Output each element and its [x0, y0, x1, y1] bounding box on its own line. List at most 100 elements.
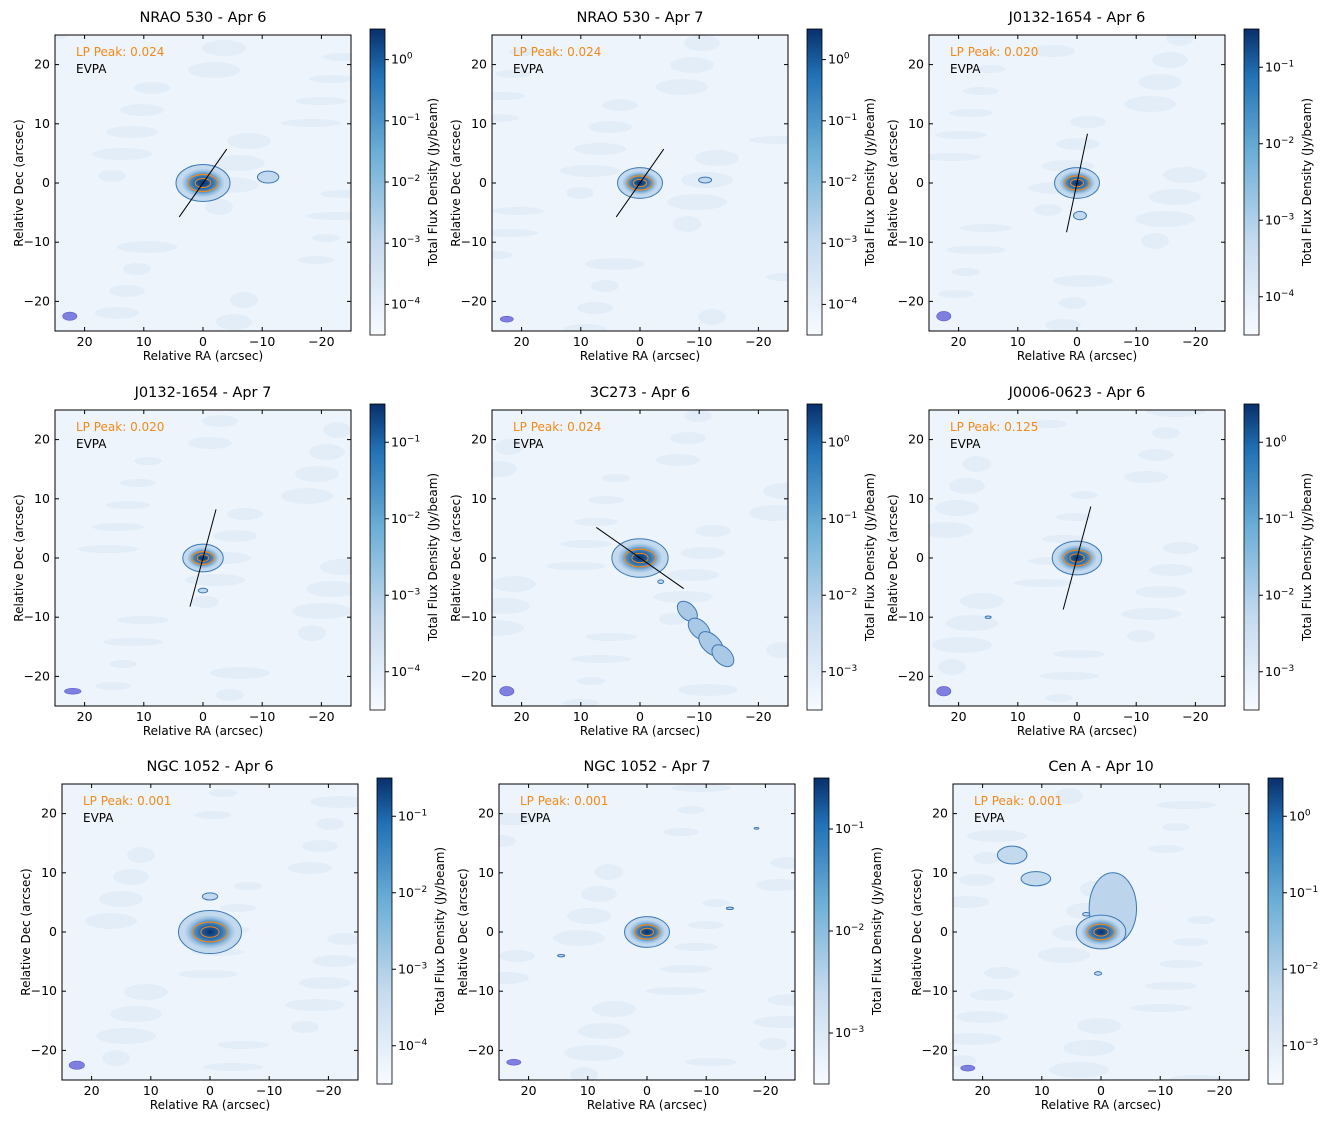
noise-patch	[216, 689, 244, 701]
colorbar-tick-label: 10−2	[1265, 587, 1294, 602]
plot-area	[55, 35, 351, 330]
y-tick-label: 20	[41, 806, 57, 821]
x-tick-label: 10	[573, 709, 589, 724]
colorbar-tick-label: 100	[828, 434, 850, 449]
noise-patch	[209, 789, 237, 797]
noise-patch	[932, 637, 992, 653]
colorbar-tick-label: 10−1	[828, 511, 857, 526]
beam-ellipse	[68, 1060, 85, 1070]
noise-patch	[673, 216, 701, 232]
noise-patch	[1149, 189, 1201, 205]
noise-patch	[288, 862, 332, 874]
noise-patch	[602, 99, 638, 111]
y-tick-label: 20	[471, 432, 487, 447]
noise-patch	[953, 896, 989, 908]
chart-panel: 3C273 - Apr 6 LP Peak: 0.024 EVPA 20 10 0 −10−…	[437, 375, 877, 747]
noise-patch	[1063, 1040, 1115, 1056]
x-tick-label: 20	[514, 709, 530, 724]
colorbar-tick-label: 10−1	[391, 113, 420, 128]
noise-patch	[684, 35, 720, 51]
y-axis-label: Relative Dec (arcsec)	[456, 868, 470, 995]
noise-patch	[1187, 916, 1215, 924]
chart-svg: J0006-0623 - Apr 6 LP Peak: 0.125 EVPA 20 10…	[886, 385, 1314, 738]
noise-patch	[227, 508, 263, 520]
noise-patch	[984, 967, 1020, 979]
noise-patch	[960, 593, 1004, 609]
noise-patch	[191, 596, 219, 608]
noise-patch	[674, 943, 718, 951]
noise-patch	[106, 126, 158, 138]
noise-patch	[92, 523, 144, 531]
noise-patch	[1039, 672, 1099, 680]
chart-panel: J0006-0623 - Apr 6 LP Peak: 0.125 EVPA 20 10…	[874, 375, 1314, 747]
noise-patch	[499, 972, 529, 984]
x-tick-label: 10	[1010, 334, 1026, 349]
source-core	[1081, 918, 1121, 946]
noise-patch	[929, 153, 981, 161]
noise-patch	[702, 899, 730, 907]
y-tick-label: 20	[478, 806, 494, 821]
noise-patch	[1053, 275, 1113, 287]
noise-patch	[659, 613, 687, 625]
noise-patch	[656, 79, 708, 95]
noise-patch	[103, 638, 163, 646]
lp-peak-label: LP Peak: 0.020	[950, 45, 1038, 59]
noise-patch	[684, 410, 712, 422]
noise-patch	[78, 545, 138, 553]
noise-patch	[492, 207, 544, 215]
secondary-source	[1020, 871, 1052, 887]
chart-panel: J0132-1654 - Apr 6 LP Peak: 0.020 EVPA 20 10…	[874, 0, 1314, 372]
noise-patch	[938, 290, 974, 298]
lp-peak-label: LP Peak: 0.024	[76, 45, 164, 59]
x-tick-label: −20	[745, 334, 771, 349]
colorbar-tick-label: 10−3	[398, 961, 427, 976]
y-tick-label: −20	[31, 1042, 57, 1057]
x-tick-label: −20	[315, 1083, 341, 1098]
noise-patch	[1149, 564, 1193, 576]
polarization-contour	[191, 921, 229, 943]
y-tick-label: −10	[461, 234, 487, 249]
noise-patch	[492, 620, 524, 636]
x-tick-label: −10	[249, 334, 275, 349]
noise-patch	[656, 454, 700, 466]
noise-patch	[188, 437, 232, 449]
noise-patch	[1138, 449, 1174, 461]
chart-title: J0006-0623 - Apr 6	[1008, 385, 1146, 401]
noise-patch	[499, 813, 542, 825]
secondary-source	[197, 587, 209, 594]
noise-patch	[299, 977, 351, 989]
noise-patch	[1121, 608, 1181, 620]
noise-patch	[281, 119, 341, 127]
colorbar	[1267, 777, 1284, 1085]
noise-patch	[1173, 938, 1209, 946]
chart-panel: NRAO 530 - Apr 6 LP Peak: 0.024 EVPA 20 10 0−…	[0, 0, 440, 372]
noise-patch	[316, 818, 344, 830]
colorbar-tick-label: 10−2	[1265, 136, 1294, 151]
colorbar	[806, 403, 823, 711]
x-tick-label: 0	[199, 334, 207, 349]
y-axis-label: Relative Dec (arcsec)	[886, 494, 900, 621]
secondary-source	[1082, 911, 1091, 917]
colorbar-label: Total Flux Density (Jy/beam)	[426, 98, 440, 267]
noise-patch	[566, 187, 594, 199]
noise-patch	[759, 1038, 787, 1050]
noise-patch	[949, 478, 985, 494]
evpa-label: EVPA	[83, 811, 114, 825]
colorbar-tick-label: 10−2	[828, 587, 857, 602]
source-core	[185, 915, 235, 949]
x-tick-label: −20	[745, 709, 771, 724]
noise-patch	[117, 616, 169, 624]
noise-patch	[1070, 491, 1098, 499]
colorbar	[1243, 403, 1260, 711]
evpa-label: EVPA	[974, 811, 1005, 825]
plot-area	[492, 410, 788, 706]
colorbar	[369, 28, 386, 336]
y-axis-label: Relative Dec (arcsec)	[449, 119, 463, 246]
noise-patch	[670, 432, 706, 444]
noise-patch	[688, 921, 724, 929]
evpa-label: EVPA	[76, 437, 107, 451]
lp-peak-label: LP Peak: 0.024	[513, 420, 601, 434]
y-axis-label: Relative Dec (arcsec)	[910, 868, 924, 995]
noise-patch	[973, 852, 1001, 864]
noise-patch	[763, 483, 788, 499]
